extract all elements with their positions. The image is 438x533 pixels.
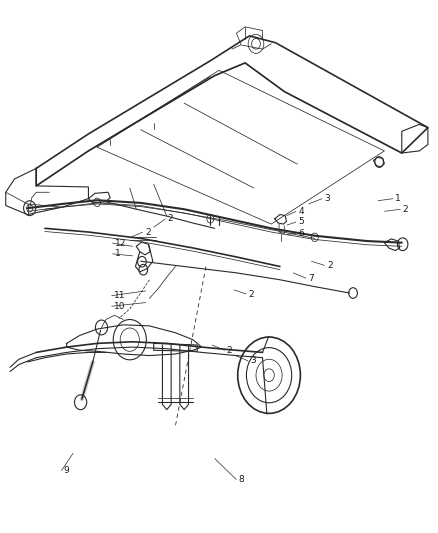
Text: 2: 2 [327,261,332,270]
Text: 2: 2 [145,228,151,237]
Text: 10: 10 [114,302,125,311]
Text: 6: 6 [298,229,304,238]
Text: 3: 3 [251,357,256,366]
Text: 9: 9 [64,466,69,475]
Text: 1: 1 [395,194,401,203]
Text: 11: 11 [114,291,125,300]
Text: 3: 3 [324,194,330,203]
Text: 2: 2 [249,289,254,298]
Text: 4: 4 [298,207,304,216]
Text: 5: 5 [298,217,304,227]
Text: 2: 2 [168,214,173,223]
Text: 2: 2 [403,205,408,214]
Text: 7: 7 [308,273,314,282]
Text: 2: 2 [227,346,233,355]
Text: 8: 8 [239,475,244,484]
Text: 12: 12 [115,239,126,248]
Text: 1: 1 [115,249,120,259]
